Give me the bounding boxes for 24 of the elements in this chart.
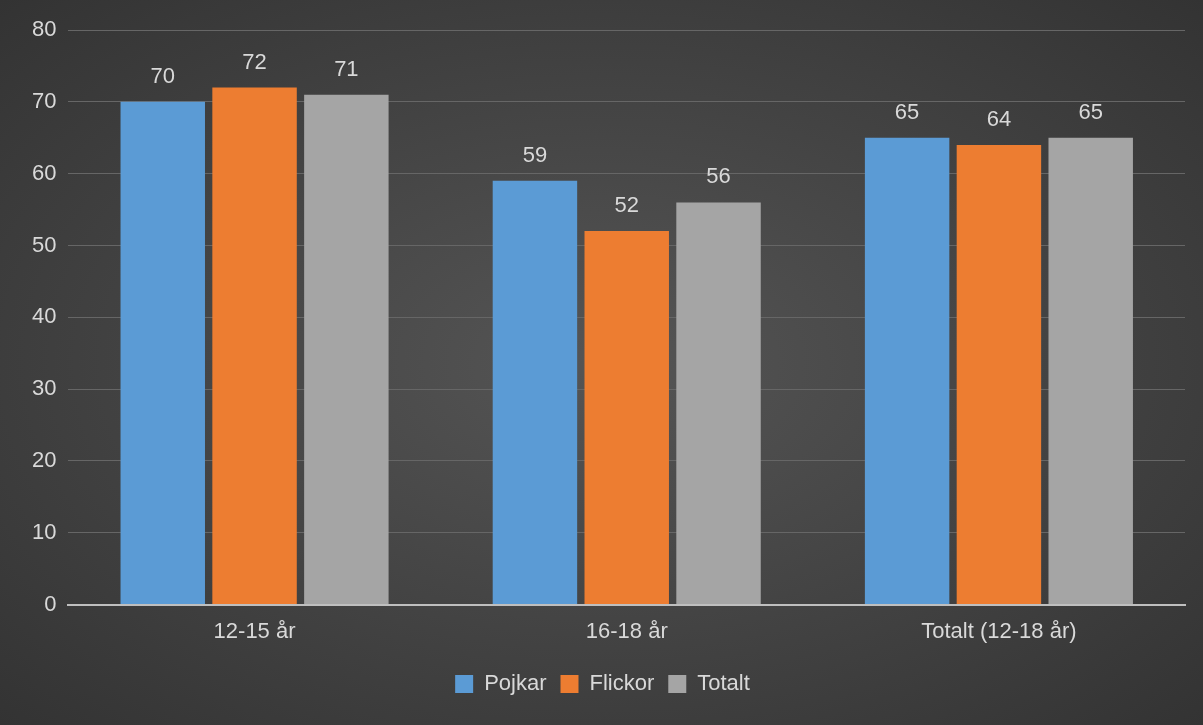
y-tick-label: 10 bbox=[31, 518, 57, 544]
data-label: 65 bbox=[1078, 98, 1103, 124]
data-label: 72 bbox=[242, 48, 267, 74]
legend-label: Pojkar bbox=[484, 670, 547, 696]
y-tick-label: 70 bbox=[31, 87, 57, 113]
x-tick-label: Totalt (12-18 år) bbox=[921, 617, 1077, 643]
data-label: 70 bbox=[150, 62, 175, 88]
y-tick-label: 20 bbox=[31, 447, 57, 473]
data-label: 52 bbox=[614, 192, 639, 218]
legend-label: Flickor bbox=[589, 670, 655, 696]
y-tick-label: 0 bbox=[44, 590, 57, 616]
x-tick-label: 12-15 år bbox=[213, 617, 296, 643]
data-label: 56 bbox=[706, 163, 731, 189]
y-tick-label: 50 bbox=[31, 231, 57, 257]
x-tick-label: 16-18 år bbox=[585, 617, 668, 643]
y-tick-label: 60 bbox=[31, 159, 57, 185]
data-label: 64 bbox=[986, 105, 1012, 131]
data-label: 59 bbox=[522, 141, 548, 167]
legend-label: Totalt bbox=[697, 670, 750, 696]
y-tick-label: 80 bbox=[31, 16, 57, 42]
y-tick-label: 30 bbox=[31, 375, 57, 401]
data-label: 71 bbox=[334, 55, 359, 81]
data-label: 65 bbox=[894, 98, 920, 124]
y-tick-label: 40 bbox=[31, 303, 57, 329]
